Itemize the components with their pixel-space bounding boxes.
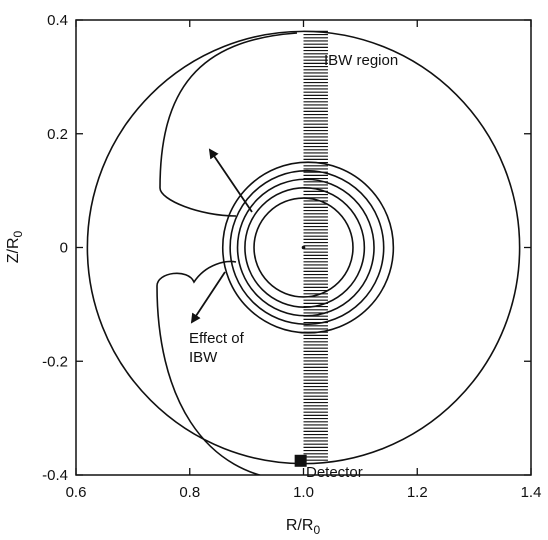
x-axis-title-text: R/R bbox=[286, 517, 314, 534]
effect-label-line2: IBW bbox=[189, 349, 218, 366]
y-tick-label: -0.4 bbox=[42, 467, 68, 484]
y-axis-title: Z/R0 bbox=[5, 230, 25, 263]
flux-contour bbox=[236, 178, 375, 317]
x-axis-title-subscript: 0 bbox=[313, 523, 320, 537]
x-axis-title: R/R0 bbox=[286, 517, 321, 537]
flux-contour bbox=[221, 161, 395, 334]
y-tick-label: 0.4 bbox=[47, 12, 68, 29]
detector-marker bbox=[294, 454, 307, 467]
plasma-center-dot bbox=[301, 245, 306, 250]
detector-label: Detector bbox=[306, 464, 363, 481]
flux-contour bbox=[244, 186, 366, 309]
y-tick-label: 0 bbox=[60, 240, 68, 257]
y-tick-label: 0.2 bbox=[47, 126, 68, 143]
y-axis-title-subscript: 0 bbox=[11, 230, 25, 237]
orbit-boundary-curve bbox=[156, 32, 298, 475]
effect-label-line1: Effect of bbox=[189, 330, 245, 347]
axis-ticks: 0.6 0.8 1.0 1.2 1.4 -0.4 -0.2 0 0.2 0.4 bbox=[42, 12, 541, 501]
y-axis-title-text: Z/R bbox=[5, 237, 22, 263]
ibw-region-label: IBW region bbox=[324, 52, 398, 69]
ibw-region-band bbox=[303, 30, 328, 461]
flux-contour bbox=[229, 169, 385, 326]
x-tick-label: 1.0 bbox=[293, 484, 314, 501]
x-tick-label: 0.8 bbox=[179, 484, 200, 501]
nested-contours bbox=[221, 161, 395, 334]
effect-arrow-upper bbox=[208, 148, 253, 213]
effect-arrow-lower bbox=[190, 271, 226, 324]
x-tick-label: 0.6 bbox=[66, 484, 87, 501]
x-tick-label: 1.4 bbox=[521, 484, 542, 501]
y-tick-label: -0.2 bbox=[42, 353, 68, 370]
x-tick-label: 1.2 bbox=[407, 484, 428, 501]
flux-contour bbox=[253, 197, 354, 298]
